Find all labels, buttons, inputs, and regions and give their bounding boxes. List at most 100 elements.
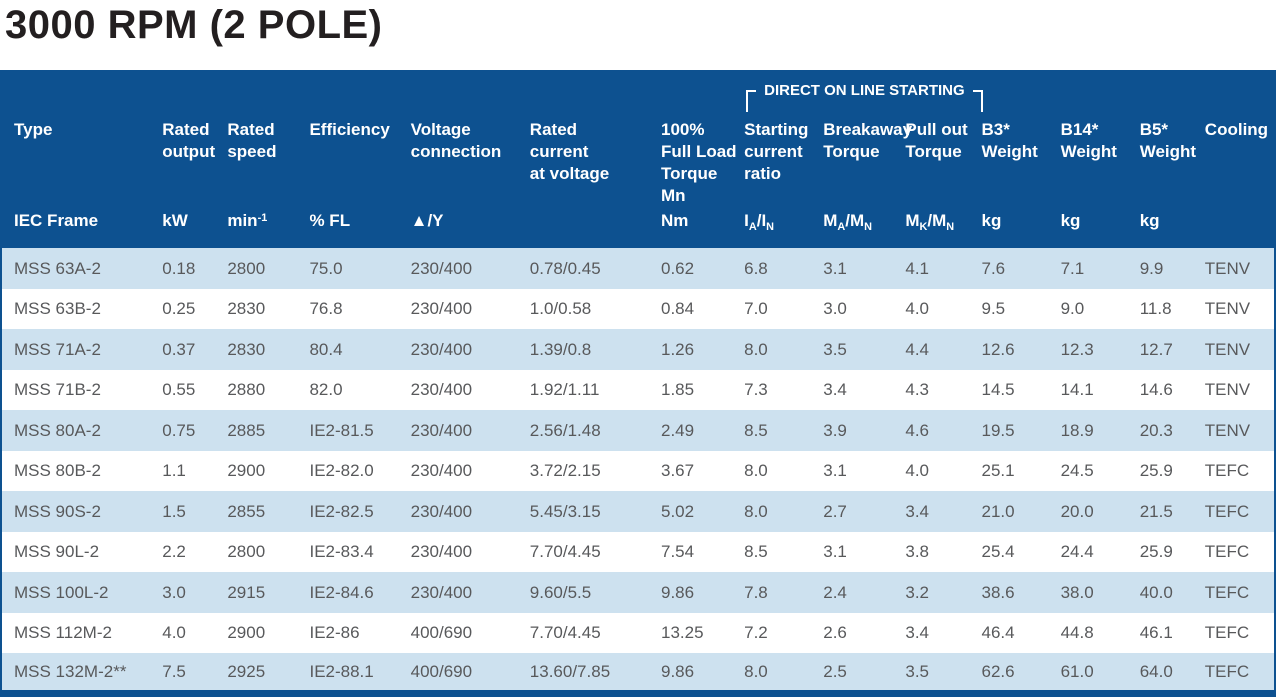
cell-pull-out-torque: 4.4 xyxy=(905,339,929,359)
cell-efficiency: IE2-82.0 xyxy=(309,461,374,481)
cell-efficiency: 76.8 xyxy=(309,299,343,319)
cell-rated-speed: 2885 xyxy=(227,420,266,440)
cell-b3-weight: 7.6 xyxy=(981,258,1006,278)
group-header-spacer xyxy=(661,70,745,112)
cell-rated-output: 2.2 xyxy=(162,542,186,562)
cell-starting-current-ratio: 8.0 xyxy=(744,461,768,481)
cell-cooling: TENV xyxy=(1204,380,1251,400)
column-header-b5-weight: B5* Weight xyxy=(1139,112,1205,208)
bracket-right-elbow xyxy=(972,90,983,112)
cell-type: MSS 71B-2 xyxy=(14,380,101,400)
cell-cooling: TEFC xyxy=(1204,542,1250,562)
cell-b5-weight: 12.7 xyxy=(1139,339,1173,359)
column-header-b14-weight: B14* Weight xyxy=(1060,112,1140,208)
cell-b14-weight: 18.9 xyxy=(1060,420,1094,440)
column-header-voltage-connection: Voltage connection xyxy=(410,112,530,208)
cell-pull-out-torque: 3.8 xyxy=(905,542,929,562)
table-row: MSS 112M-2 4.0 2900 IE2-86 400/690 7.70/4.45 1… xyxy=(1,612,1275,654)
group-header-spacer xyxy=(529,70,661,112)
cell-b3-weight: 19.5 xyxy=(981,420,1015,440)
cell-type: MSS 90L-2 xyxy=(14,542,100,562)
cell-b3-weight: 25.4 xyxy=(981,542,1015,562)
column-header-pull-out-torque: Pull out Torque xyxy=(905,112,982,208)
cell-type: MSS 80B-2 xyxy=(14,461,101,481)
cell-rated-speed: 2900 xyxy=(227,623,266,643)
group-header-spacer xyxy=(1060,70,1140,112)
cell-pull-out-torque: 3.4 xyxy=(905,623,929,643)
cell-b14-weight: 61.0 xyxy=(1060,661,1094,681)
cell-starting-current-ratio: 8.5 xyxy=(744,542,768,562)
cell-rated-current: 9.60/5.5 xyxy=(529,582,592,602)
cell-b5-weight: 21.5 xyxy=(1139,501,1173,521)
unit-header-rated-output: kW xyxy=(162,207,228,249)
cell-cooling: TEFC xyxy=(1204,461,1250,481)
column-header-rated-current: Rated current at voltage xyxy=(529,112,661,208)
cell-b5-weight: 25.9 xyxy=(1139,461,1173,481)
cell-type: MSS 100L-2 xyxy=(14,582,109,602)
cell-starting-current-ratio: 6.8 xyxy=(744,258,768,278)
cell-b5-weight: 14.6 xyxy=(1139,380,1173,400)
column-header-cooling: Cooling xyxy=(1204,112,1275,208)
cell-type: MSS 90S-2 xyxy=(14,501,101,521)
cell-b14-weight: 24.5 xyxy=(1060,461,1094,481)
unit-header-breakaway-torque: MA/MN xyxy=(823,207,906,249)
cell-rated-speed: 2800 xyxy=(227,258,266,278)
unit-header-full-load-torque: Nm xyxy=(661,207,745,249)
cell-pull-out-torque: 4.6 xyxy=(905,420,929,440)
cell-full-load-torque: 13.25 xyxy=(661,623,704,643)
cell-efficiency: IE2-84.6 xyxy=(309,582,374,602)
cell-voltage-connection: 230/400 xyxy=(410,501,473,521)
cell-cooling: TEFC xyxy=(1204,661,1250,681)
cell-voltage-connection: 230/400 xyxy=(410,339,473,359)
group-header-spacer xyxy=(309,70,411,112)
group-header-spacer xyxy=(227,70,310,112)
cell-cooling: TENV xyxy=(1204,420,1251,440)
table-body: MSS 63A-2 0.18 2800 75.0 230/400 0.78/0.45 0.6… xyxy=(1,248,1275,694)
column-header-rated-speed: Rated speed xyxy=(227,112,310,208)
cell-voltage-connection: 400/690 xyxy=(410,661,473,681)
cell-breakaway-torque: 2.7 xyxy=(823,501,847,521)
cell-rated-speed: 2855 xyxy=(227,501,266,521)
table-row: MSS 132M-2** 7.5 2925 IE2-88.1 400/690 13.60/… xyxy=(1,653,1275,694)
cell-full-load-torque: 3.67 xyxy=(661,461,695,481)
column-header-type: Type xyxy=(1,112,163,208)
cell-rated-current: 3.72/2.15 xyxy=(529,461,601,481)
cell-pull-out-torque: 3.2 xyxy=(905,582,929,602)
cell-efficiency: IE2-86 xyxy=(309,623,360,643)
group-header-row: DIRECT ON LINE STARTING xyxy=(1,70,1275,112)
cell-starting-current-ratio: 8.0 xyxy=(744,661,768,681)
unit-header-pull-out-torque: MK/MN xyxy=(905,207,982,249)
cell-voltage-connection: 400/690 xyxy=(410,623,473,643)
group-header-spacer xyxy=(1204,70,1275,112)
unit-header-b3-weight: kg xyxy=(981,207,1061,249)
cell-full-load-torque: 7.54 xyxy=(661,542,695,562)
column-header-full-load-torque: 100% Full Load Torque Mn xyxy=(661,112,745,208)
cell-pull-out-torque: 4.0 xyxy=(905,299,929,319)
cell-rated-output: 4.0 xyxy=(162,623,186,643)
direct-on-line-bracket: DIRECT ON LINE STARTING xyxy=(744,82,983,112)
cell-b5-weight: 64.0 xyxy=(1139,661,1173,681)
unit-header-b5-weight: kg xyxy=(1139,207,1205,249)
cell-efficiency: IE2-88.1 xyxy=(309,661,374,681)
cell-full-load-torque: 0.62 xyxy=(661,258,695,278)
cell-breakaway-torque: 2.6 xyxy=(823,623,847,643)
cell-type: MSS 63A-2 xyxy=(14,258,101,278)
cell-rated-current: 13.60/7.85 xyxy=(529,661,611,681)
cell-cooling: TEFC xyxy=(1204,582,1250,602)
cell-rated-current: 7.70/4.45 xyxy=(529,623,601,643)
cell-breakaway-torque: 3.1 xyxy=(823,461,847,481)
cell-voltage-connection: 230/400 xyxy=(410,380,473,400)
cell-efficiency: IE2-82.5 xyxy=(309,501,374,521)
spec-table: DIRECT ON LINE STARTING Type Rated output R… xyxy=(0,70,1276,698)
cell-b14-weight: 20.0 xyxy=(1060,501,1094,521)
cell-b14-weight: 12.3 xyxy=(1060,339,1094,359)
cell-b3-weight: 9.5 xyxy=(981,299,1006,319)
cell-rated-speed: 2830 xyxy=(227,299,266,319)
cell-cooling: TENV xyxy=(1204,258,1251,278)
cell-starting-current-ratio: 8.0 xyxy=(744,501,768,521)
cell-pull-out-torque: 4.3 xyxy=(905,380,929,400)
cell-rated-speed: 2925 xyxy=(227,661,266,681)
group-header-spacer xyxy=(162,70,228,112)
unit-header-efficiency: % FL xyxy=(309,207,411,249)
cell-rated-current: 5.45/3.15 xyxy=(529,501,601,521)
